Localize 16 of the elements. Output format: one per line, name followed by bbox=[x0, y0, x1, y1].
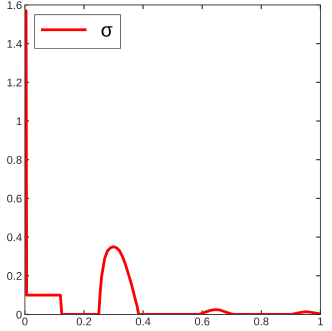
x-tick-label: 0.6 bbox=[194, 318, 210, 326]
y-tick-label: 0 bbox=[16, 310, 22, 319]
y-tick-label: 1 bbox=[16, 117, 22, 126]
y-tick-label: 0.6 bbox=[7, 194, 22, 203]
x-tick-label: 0.8 bbox=[254, 318, 269, 326]
y-tick-label: 0.4 bbox=[7, 233, 22, 242]
x-tick-label: 0 bbox=[22, 318, 28, 326]
y-tick-label: 0.2 bbox=[7, 272, 22, 280]
y-tick-label: 0.8 bbox=[7, 156, 22, 164]
x-tick-label: 1 bbox=[318, 318, 323, 326]
legend-label: σ bbox=[102, 26, 112, 37]
y-tick-label: 1.2 bbox=[8, 78, 22, 86]
x-tick-label: 0.2 bbox=[76, 318, 92, 326]
y-tick-label: 1.4 bbox=[8, 40, 22, 48]
x-tick-label: 0.4 bbox=[136, 318, 150, 326]
y-tick-label: 1.6 bbox=[8, 1, 22, 10]
